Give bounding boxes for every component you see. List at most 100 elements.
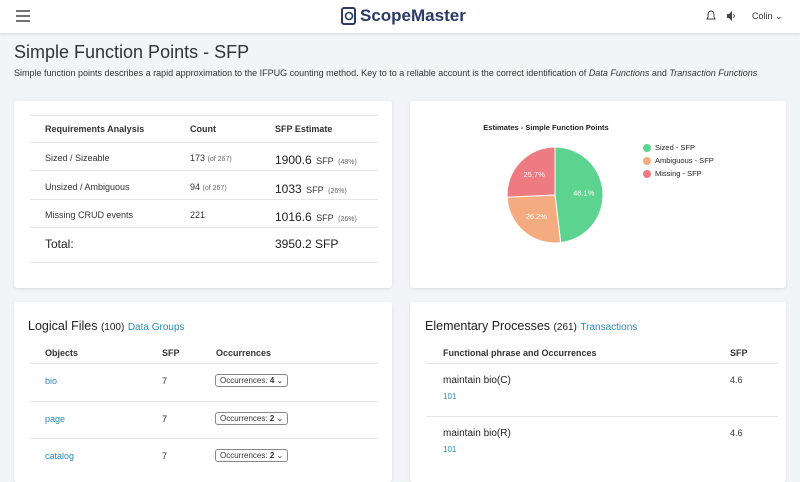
occurrences: 2 xyxy=(269,413,275,423)
column-header: SFP Estimate xyxy=(275,124,333,134)
occurrence-link[interactable]: 101 xyxy=(443,445,457,454)
count-cell: 94 (of 267) xyxy=(190,182,227,192)
total-label: Total: xyxy=(45,237,74,251)
occurrences: 2 xyxy=(269,451,275,460)
link[interactable]: Data Groups xyxy=(127,322,185,333)
sfp: 4.6 xyxy=(730,428,743,438)
estimate: 1016.6 xyxy=(275,210,312,224)
estimate: 1900.6 xyxy=(275,153,312,167)
row-label: Unsized / Ambiguous xyxy=(45,181,130,192)
share: (26%) xyxy=(328,187,347,195)
row-divider xyxy=(426,416,778,417)
legend-swatch xyxy=(643,170,651,178)
count: 221 xyxy=(190,210,206,220)
object-link[interactable]: catalog xyxy=(45,451,75,461)
count: (100) xyxy=(100,322,125,333)
title: Logical Files xyxy=(28,319,98,333)
slice-label: 25.7% xyxy=(524,170,546,179)
estimate-cell: 1033 SFP (26%) xyxy=(275,180,347,198)
header: ScopeMaster Colin ⌄ xyxy=(0,0,800,33)
count-note: (of 267) xyxy=(202,184,227,192)
column-header: Count xyxy=(190,124,216,134)
card-title: Logical Files (100) Data Groups xyxy=(28,319,185,333)
row-divider xyxy=(426,363,778,364)
summary-card: Requirements Analysis Count SFP Estimate… xyxy=(14,101,392,288)
row-label: Missing CRUD events xyxy=(45,210,134,220)
slice-label: 26.2% xyxy=(526,212,548,221)
menu-icon[interactable] xyxy=(16,10,30,22)
chart-card: Estimates - Simple Function Points 48.1%… xyxy=(410,101,786,288)
occurrences: 4 xyxy=(269,376,275,385)
object-link[interactable]: bio xyxy=(45,376,58,386)
estimate-cell: 1900.6 SFP (48%) xyxy=(275,151,357,169)
title: Elementary Processes xyxy=(425,319,551,333)
total-value: 3950.2 SFP xyxy=(275,237,339,251)
row-divider xyxy=(30,363,378,364)
sfp: 4.6 xyxy=(730,375,743,385)
user-name: Colin xyxy=(752,11,773,21)
legend-swatch xyxy=(643,144,651,152)
occurrences-label: Occurrences: xyxy=(220,413,268,423)
estimate-cell: 1016.6 SFP (26%) xyxy=(275,208,357,226)
desc-emphasis: Transaction Functions xyxy=(669,68,758,78)
count: 94 xyxy=(190,181,201,192)
desc-text: Simple function points describes a rapid… xyxy=(14,68,589,78)
column-header: Occurrences xyxy=(216,348,272,358)
brand: ScopeMaster xyxy=(360,6,466,25)
unit: SFP xyxy=(316,156,334,166)
row-divider xyxy=(30,198,378,200)
count-cell: 173 (of 267) xyxy=(190,153,232,163)
legend-label: Missing - SFP xyxy=(655,169,702,178)
phrase: maintain bio(R) xyxy=(443,428,511,439)
logical-files-card: Logical Files (100) Data Groups Objects … xyxy=(14,302,392,482)
desc-text: and xyxy=(649,68,670,78)
logo-icon xyxy=(341,7,356,25)
occurrences-label: Occurrences: xyxy=(220,376,268,385)
share: (26%) xyxy=(338,216,357,223)
occurrences-dropdown[interactable]: Occurrences: 2 ⌄ xyxy=(215,449,289,462)
object-link[interactable]: page xyxy=(45,413,66,424)
row-divider xyxy=(30,438,378,439)
chart-title: Estimates - Simple Function Points xyxy=(483,123,608,132)
sfp: 7 xyxy=(162,413,168,424)
user-menu[interactable]: Colin ⌄ xyxy=(752,11,783,21)
share: (48%) xyxy=(338,159,357,166)
sfp: 7 xyxy=(162,376,168,386)
legend-swatch xyxy=(643,157,651,165)
row-label: Sized / Sizeable xyxy=(45,153,110,163)
unit: SFP xyxy=(316,213,334,223)
count: (261) xyxy=(553,322,577,333)
sfp: 7 xyxy=(162,451,168,461)
estimate: 1033 xyxy=(275,181,302,196)
pie-slice xyxy=(506,146,556,198)
row-divider xyxy=(30,170,378,171)
phrase: maintain bio(C) xyxy=(443,375,511,386)
desc-emphasis: Data Functions xyxy=(588,68,650,78)
pie-slice xyxy=(506,194,562,244)
occurrences-label: Occurrences: xyxy=(220,451,268,460)
processes-card: Elementary Processes (261) Transactions … xyxy=(410,302,786,482)
pie-chart: Estimates - Simple Function Points 48.1%… xyxy=(483,123,714,244)
occurrences-dropdown[interactable]: Occurrences: 4 ⌄ xyxy=(215,374,289,387)
slice-label: 48.1% xyxy=(573,188,595,197)
count-note: (of 267) xyxy=(207,156,232,163)
occurrences-dropdown[interactable]: Occurrences: 2 ⌄ xyxy=(215,411,289,425)
page-description: Simple function points describes a rapid… xyxy=(14,67,789,80)
column-header: SFP xyxy=(162,348,180,358)
card-title: Elementary Processes (261) Transactions xyxy=(425,319,637,333)
column-header: Requirements Analysis xyxy=(45,124,145,134)
count: 173 xyxy=(190,153,206,163)
count-cell: 221 xyxy=(190,210,205,220)
link[interactable]: Transactions xyxy=(580,322,638,333)
occurrence-link[interactable]: 101 xyxy=(443,392,457,401)
page-title: Simple Function Points - SFP xyxy=(14,42,250,62)
column-header: SFP xyxy=(730,348,748,358)
legend-label: Sized - SFP xyxy=(655,143,695,152)
column-header: Functional phrase and Occurrences xyxy=(443,348,597,358)
legend-label: Ambiguous - SFP xyxy=(655,156,714,165)
pie-slice xyxy=(554,146,604,244)
row-divider xyxy=(30,400,378,402)
unit: SFP xyxy=(306,184,324,195)
notification-icons[interactable] xyxy=(706,10,736,23)
